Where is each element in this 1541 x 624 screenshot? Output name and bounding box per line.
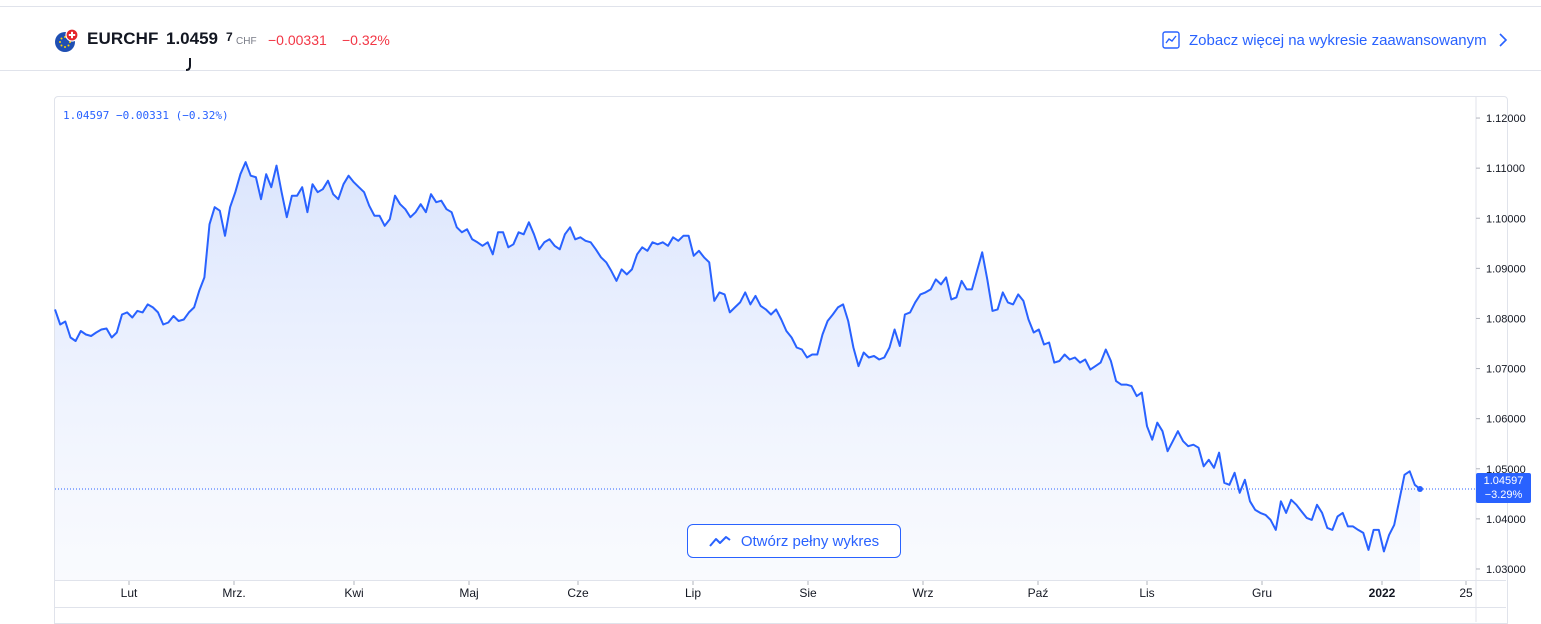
y-axis-tick-label: 1.05000 [1486, 464, 1526, 476]
x-axis-tick-label: Sie [799, 586, 817, 600]
y-axis-tick-label: 1.09000 [1486, 263, 1526, 275]
chevron-right-icon [1499, 33, 1507, 47]
y-axis-tick-label: 1.11000 [1486, 163, 1525, 175]
top-divider [0, 6, 1541, 7]
price-series-line [54, 161, 1421, 553]
price-area-fill [55, 162, 1420, 580]
price-change-percent: −0.32% [342, 32, 390, 48]
x-axis-tick-label: Maj [459, 586, 478, 600]
x-axis-tick-label: Mrz. [222, 586, 245, 600]
y-axis-tick-label: 1.08000 [1486, 313, 1526, 325]
last-price-tag: 1.04597 −3.29% [1476, 473, 1531, 503]
y-axis-tick-label: 1.04000 [1486, 514, 1526, 526]
last-price-tag-value: 1.04597 [1483, 475, 1524, 487]
x-axis-tick-label: Gru [1252, 586, 1272, 600]
clipped-title-remnant [185, 58, 191, 71]
x-axis-tick-label: Kwi [344, 586, 363, 600]
y-axis-tick-label: 1.07000 [1486, 364, 1526, 376]
x-axis-tick-label: Cze [567, 586, 589, 600]
currency-code: CHF [236, 36, 257, 47]
x-axis-tick-label: Paź [1028, 586, 1049, 600]
last-price-tag-change: −3.29% [1484, 489, 1523, 501]
open-full-chart-button[interactable]: Otwórz pełny wykres [687, 524, 901, 558]
y-axis-tick-label: 1.10000 [1486, 213, 1526, 225]
symbol-header: EURCHF 1.0459 7 CHF −0.00331 −0.32% Zoba… [0, 7, 1541, 71]
open-full-chart-label: Otwórz pełny wykres [740, 532, 880, 550]
price-last-digit: 7 [226, 30, 233, 44]
x-axis-tick-label: Lip [685, 586, 701, 600]
advanced-chart-link[interactable]: Zobacz więcej na wykresie zaawansowanym [1162, 28, 1508, 52]
x-axis-tick-label: Lut [121, 586, 138, 600]
chart-line-icon [1162, 31, 1180, 49]
advanced-chart-link-label: Zobacz więcej na wykresie zaawansowanym [1189, 31, 1487, 49]
price-change: −0.00331 [268, 32, 327, 48]
y-axis-tick-label: 1.06000 [1486, 414, 1526, 426]
x-axis-tick-label: Lis [1139, 586, 1154, 600]
y-axis-tick-label: 1.03000 [1486, 564, 1526, 576]
x-axis-tick-label: 2022 [1369, 586, 1396, 600]
symbol-name: EURCHF [87, 29, 159, 48]
trend-line-icon [709, 536, 731, 547]
x-axis-tick-label: 25 [1459, 586, 1473, 600]
y-axis-tick-label: 1.12000 [1486, 113, 1526, 125]
legend-values: 1.04597 −0.00331 (−0.32%) [63, 109, 229, 122]
x-axis-tick-label: Wrz [912, 586, 933, 600]
eu-ch-flag-icon [55, 29, 78, 52]
price-value: 1.0459 [166, 29, 218, 48]
last-price-dot [1417, 485, 1423, 492]
